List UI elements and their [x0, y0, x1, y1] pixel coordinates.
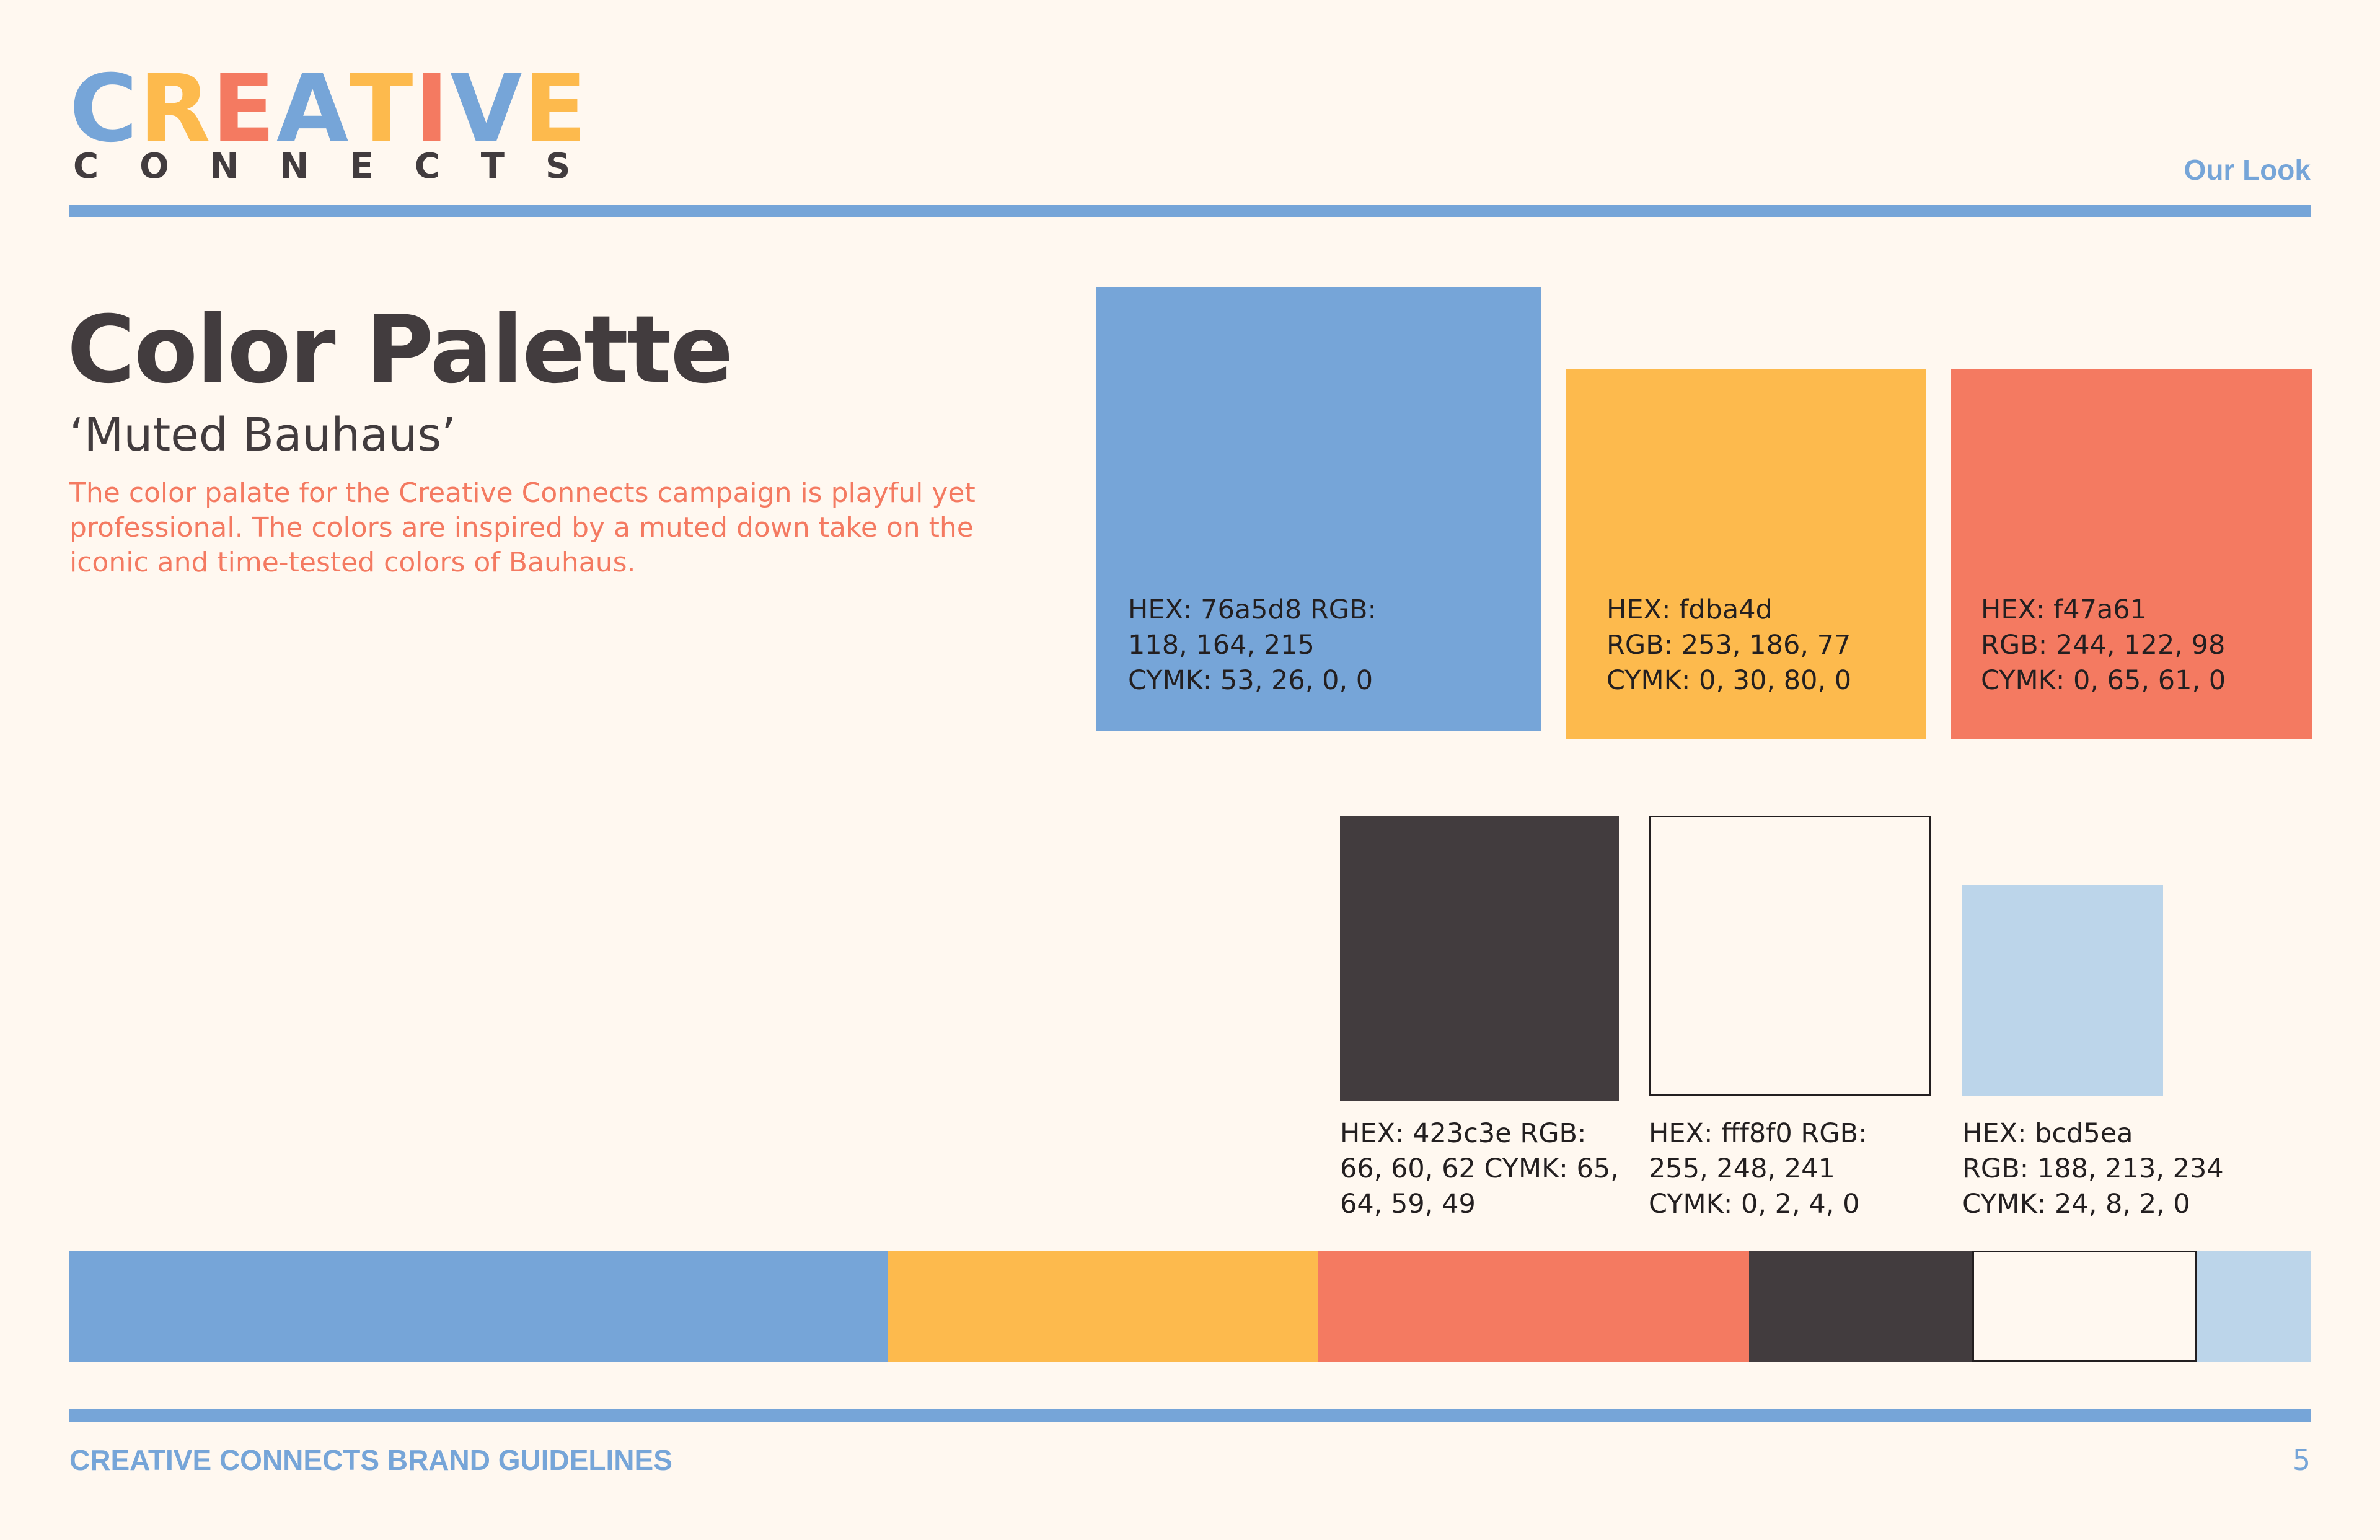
stripe-yellow — [888, 1251, 1318, 1362]
swatch-charcoal — [1340, 816, 1619, 1101]
stripe-charcoal — [1749, 1251, 1972, 1362]
swatch-coral-label: HEX: f47a61 RGB: 244, 122, 98 CYMK: 0, 6… — [1981, 594, 2226, 696]
page-title: Color Palette — [67, 296, 733, 404]
logo-letter: C — [69, 55, 138, 163]
logo-letter: I — [414, 55, 449, 163]
swatch-cream-label: HEX: fff8f0 RGB: 255, 248, 241 CYMK: 0, … — [1649, 1118, 1867, 1220]
logo-letter: V — [450, 55, 522, 163]
stripe-light-blue — [2197, 1251, 2311, 1362]
swatch-cream — [1649, 816, 1931, 1096]
swatch-coral — [1951, 369, 2312, 739]
page-number: 5 — [2292, 1443, 2311, 1477]
stripe-coral — [1318, 1251, 1749, 1362]
swatch-light-blue — [1962, 885, 2163, 1096]
page-subtitle: ‘Muted Bauhaus’ — [69, 408, 456, 462]
footer-divider — [69, 1409, 2311, 1422]
swatch-yellow — [1566, 369, 1926, 739]
swatch-blue — [1096, 287, 1541, 731]
footer-title: CREATIVE CONNECTS BRAND GUIDELINES — [69, 1444, 672, 1476]
page-description: The color palate for the Creative Connec… — [69, 477, 976, 578]
section-label: Our Look — [2184, 154, 2311, 186]
swatch-charcoal-label: HEX: 423c3e RGB: 66, 60, 62 CYMK: 65, 64… — [1340, 1118, 1619, 1220]
logo-letter: E — [211, 55, 275, 163]
logo-letter: T — [350, 55, 413, 163]
logo-letter: R — [139, 55, 210, 163]
swatch-blue-label: HEX: 76a5d8 RGB: 118, 164, 215 CYMK: 53,… — [1128, 594, 1377, 696]
logo-subtitle: CONNECTS — [73, 146, 612, 187]
logo-letter: A — [276, 55, 348, 163]
swatch-yellow-label: HEX: fdba4d RGB: 253, 186, 77 CYMK: 0, 3… — [1606, 594, 1852, 696]
header-divider — [69, 205, 2311, 217]
logo-letter: E — [523, 55, 586, 163]
stripe-blue — [69, 1251, 888, 1362]
stripe-cream — [1972, 1251, 2197, 1362]
swatch-light-blue-label: HEX: bcd5ea RGB: 188, 213, 234 CYMK: 24,… — [1962, 1118, 2224, 1220]
